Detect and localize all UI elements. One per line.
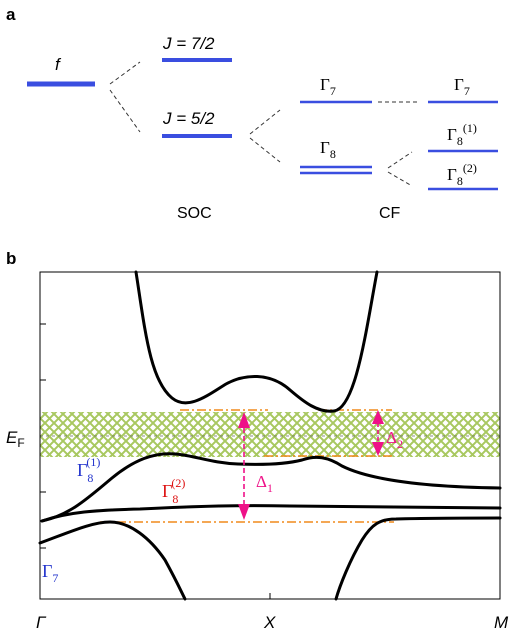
gamma7-right-band [334, 516, 502, 601]
soc-caption: SOC [177, 205, 212, 222]
band-gamma8-1-label: Γ8(1) [77, 455, 100, 485]
kpoint-m-label: M [494, 613, 509, 632]
conduction-band [134, 270, 379, 413]
connector-f-j52 [109, 89, 141, 133]
right-gamma8-1-label: Γ8(1) [447, 121, 477, 148]
axis-ticks [40, 323, 271, 599]
delta1-arrow [238, 412, 250, 520]
fermi-window-band [40, 412, 500, 457]
kpoint-gamma-label: Γ [36, 613, 47, 632]
panel-b-label: b [6, 249, 16, 268]
f-label: f [55, 55, 62, 74]
connector-j52-g8 [249, 137, 281, 163]
band-curves [38, 270, 502, 601]
kpoint-x-label: X [263, 613, 276, 632]
cf-gamma8-label: Γ8 [320, 138, 336, 161]
band-gamma7-label: Γ7 [42, 561, 58, 585]
j72-label: J = 7/2 [162, 34, 215, 53]
cf-gamma7-label: Γ7 [320, 75, 336, 98]
gamma8-1-band [40, 452, 502, 523]
panel-a-label: a [6, 5, 16, 24]
delta1-label: Δ1 [256, 472, 273, 495]
band-gamma8-2-label: Γ8(2) [162, 476, 185, 506]
gamma7-valence-band [38, 520, 187, 601]
panel-a: a f J = 7/2 J = 5/2 Γ7 Γ8 Γ7 Γ8(1) Γ8(2) [6, 5, 498, 222]
panel-b: b [6, 249, 509, 632]
delta2-label: Δ2 [386, 428, 403, 451]
cf-caption: CF [379, 205, 401, 222]
j52-label: J = 5/2 [162, 109, 215, 128]
fermi-level-label: EF [6, 428, 25, 450]
right-gamma8-2-label: Γ8(2) [447, 161, 477, 188]
delta2-arrow [372, 410, 384, 456]
connector-j52-g7 [249, 109, 281, 135]
right-gamma7-label: Γ7 [454, 75, 470, 98]
connector-g8-g8-2 [387, 171, 413, 187]
connector-f-j72 [109, 61, 141, 85]
connector-g8-g8-1 [387, 151, 413, 169]
